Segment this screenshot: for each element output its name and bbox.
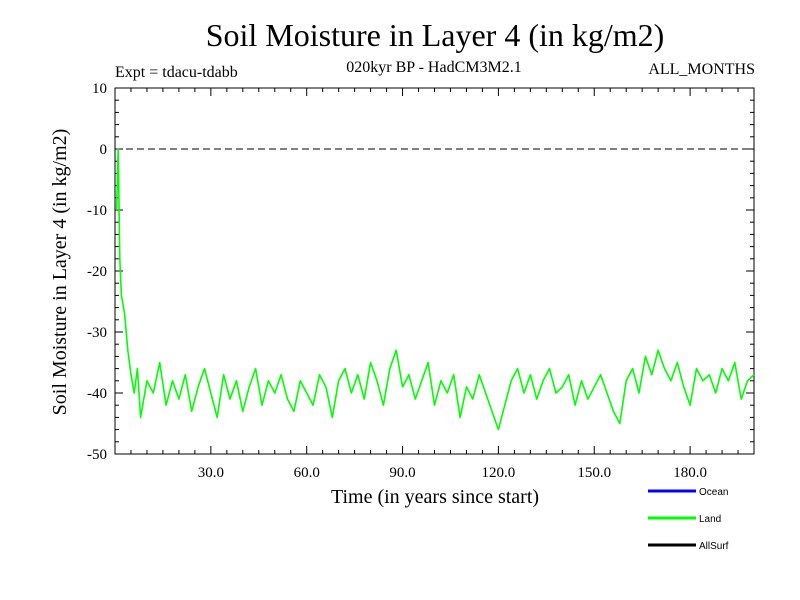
- legend-label-land: Land: [699, 514, 721, 525]
- x-tick-label: 180.0: [673, 465, 707, 481]
- y-tick-label: -10: [87, 203, 107, 219]
- y-tick-label: -30: [87, 325, 107, 341]
- y-axis-label: Soil Moisture in Layer 4 (in kg/m2): [49, 129, 71, 416]
- x-tick-label: 150.0: [577, 465, 611, 481]
- y-axis: 10 0 -10 -20 -30 -40 -50: [87, 81, 754, 463]
- y-tick-label: 10: [92, 81, 107, 97]
- plot-frame: [114, 87, 755, 455]
- y-tick-label: 0: [100, 142, 108, 158]
- x-tick-label: 120.0: [482, 465, 516, 481]
- y-tick-label: -20: [87, 264, 107, 280]
- legend: Ocean Land AllSurf: [648, 487, 729, 552]
- x-tick-label: 60.0: [294, 465, 320, 481]
- period-label: ALL_MONTHS: [648, 61, 755, 78]
- x-tick-label: 90.0: [389, 465, 415, 481]
- chart-subtitle: 020kyr BP - HadCM3M2.1: [346, 59, 521, 76]
- x-tick-label: 30.0: [198, 465, 224, 481]
- y-tick-label: -40: [87, 386, 107, 402]
- legend-label-ocean: Ocean: [699, 487, 728, 498]
- series-layer: [115, 148, 755, 431]
- experiment-label: Expt = tdacu-tdabb: [115, 64, 238, 81]
- series-line-land: [115, 148, 755, 431]
- legend-label-allsurf: AllSurf: [699, 541, 729, 552]
- y-tick-label: -50: [87, 447, 107, 463]
- chart-title: Soil Moisture in Layer 4 (in kg/m2): [206, 17, 665, 53]
- x-axis: 30.0 60.0 90.0 120.0 150.0 180.0: [130, 88, 739, 481]
- x-axis-label: Time (in years since start): [331, 486, 539, 508]
